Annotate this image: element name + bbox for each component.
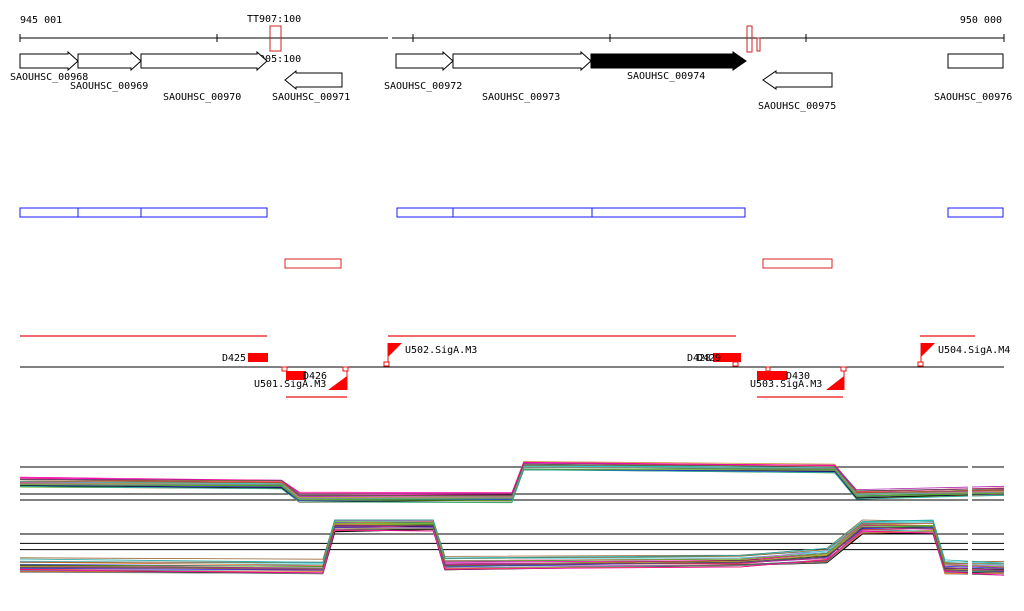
antisense-box[interactable] — [762, 258, 833, 269]
gene-label: SAOUHSC_00973 — [482, 92, 560, 103]
operon-box[interactable] — [947, 207, 1004, 218]
expression-series-line — [19, 466, 1005, 500]
expression-series-line — [19, 529, 1005, 576]
antisense-box[interactable] — [284, 258, 342, 269]
segment-block[interactable] — [248, 353, 268, 362]
segment-label: D428 — [687, 353, 711, 364]
operon-box[interactable] — [19, 207, 268, 218]
gene-label: SAOUHSC_00975 — [758, 101, 836, 112]
promoter-marker[interactable] — [383, 361, 390, 367]
gene-label: SAOUHSC_00971 — [272, 92, 350, 103]
promoter-label: U501.SigA.M3 — [254, 379, 326, 390]
promoter-marker[interactable] — [840, 366, 847, 372]
promoter-flag[interactable] — [328, 376, 347, 390]
gene-arrow[interactable] — [77, 50, 142, 72]
axis-start-label: 945 001 — [20, 15, 62, 26]
expression-series-line — [19, 463, 1005, 496]
promoter-marker[interactable] — [765, 366, 771, 372]
gene-arrow[interactable] — [19, 50, 79, 72]
gene-arrow[interactable] — [140, 50, 268, 72]
expression-series-line — [19, 519, 1005, 564]
terminator-label: TT905:100 — [247, 54, 301, 65]
antisense-track — [284, 258, 833, 269]
gene-arrow-highlighted[interactable] — [590, 51, 747, 71]
gene-label: SAOUHSC_00974 — [627, 71, 705, 82]
gene-label: SAOUHSC_00970 — [163, 92, 241, 103]
gene-label: SAOUHSC_00969 — [70, 81, 148, 92]
promoter-marker[interactable] — [342, 366, 349, 372]
gene-arrow[interactable] — [762, 70, 833, 90]
expression-track — [19, 455, 1005, 515]
segment-block[interactable] — [286, 371, 306, 380]
expression-series-line — [19, 462, 1005, 495]
terminator-box[interactable] — [756, 37, 761, 52]
axis-end-label: 950 000 — [960, 15, 1002, 26]
terminator-markers: TT907:100 TT905:100 — [247, 14, 761, 65]
expression-series-line — [19, 524, 1005, 573]
expression-series-line — [19, 461, 1005, 494]
expression-tracks — [19, 455, 1005, 598]
expression-series-line — [19, 519, 1005, 564]
segment-label: D430 — [786, 371, 810, 382]
terminator-box[interactable] — [269, 25, 282, 52]
gene-box[interactable] — [947, 53, 1004, 69]
gene-label: SAOUHSC_00968 — [10, 72, 88, 83]
expression-series-line — [19, 469, 1005, 503]
gene-label: SAOUHSC_00976 — [934, 92, 1012, 103]
promoter-marker[interactable] — [917, 361, 924, 367]
gene-arrow[interactable] — [452, 50, 592, 72]
gene-track: SAOUHSC_00968 SAOUHSC_00969 SAOUHSC_0097… — [10, 50, 1012, 112]
operon-box[interactable] — [396, 207, 746, 218]
promoter-flag[interactable] — [921, 343, 935, 357]
promoter-marker[interactable] — [281, 366, 288, 372]
promoter-label: U502.SigA.M3 — [405, 345, 477, 356]
terminator-label: TT907:100 — [247, 14, 301, 25]
promoter-flag[interactable] — [388, 343, 402, 357]
gene-arrow[interactable] — [284, 69, 343, 91]
promoter-flag[interactable] — [826, 376, 844, 390]
gene-label: SAOUHSC_00972 — [384, 81, 462, 92]
coordinate-axis: 945 001 950 000 — [19, 15, 1005, 43]
terminator-box[interactable] — [746, 25, 753, 53]
track-gap — [968, 520, 972, 598]
promoter-label: U503.SigA.M3 — [750, 379, 822, 390]
promoter-marker[interactable] — [732, 361, 739, 367]
operon-track — [19, 207, 1004, 218]
segment-label: D429 — [697, 353, 721, 364]
segment-block[interactable] — [757, 371, 787, 380]
feature-track: D425 D426 D428 D429 D430 U502.SigA.M3 U5… — [20, 335, 1010, 398]
track-gap — [968, 455, 972, 515]
segment-block[interactable] — [713, 353, 741, 362]
axis-break — [388, 33, 392, 43]
expression-track — [19, 519, 1005, 598]
expression-series-line — [19, 521, 1005, 568]
segment-label: D426 — [303, 371, 327, 382]
gene-arrow[interactable] — [395, 50, 454, 72]
segment-label: D425 — [222, 353, 246, 364]
promoter-label: U504.SigA.M4 — [938, 345, 1010, 356]
